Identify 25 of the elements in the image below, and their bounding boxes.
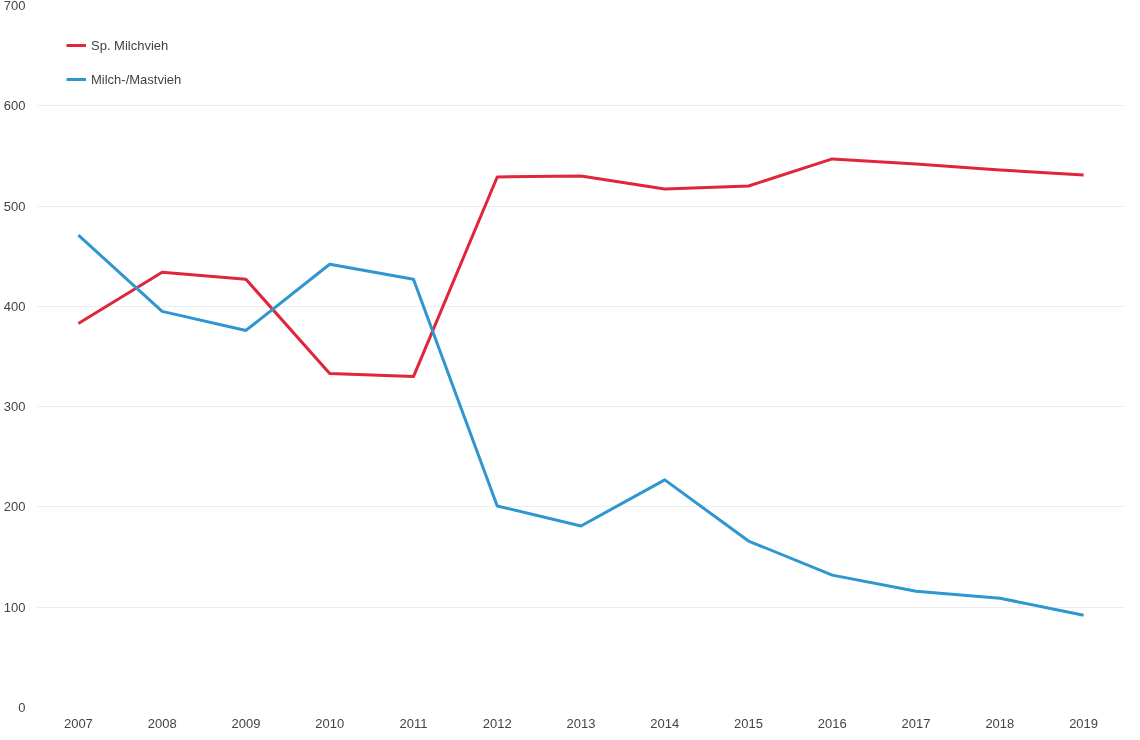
x-tick-label: 2016 xyxy=(817,715,847,731)
y-tick-label: 0 xyxy=(18,700,26,715)
legend-label: Sp. Milchvieh xyxy=(91,37,169,53)
x-tick-label: 2015 xyxy=(734,715,763,731)
x-tick-label: 2009 xyxy=(231,715,261,731)
x-tick-label: 2010 xyxy=(315,715,345,731)
x-tick-label: 2014 xyxy=(650,715,680,731)
y-tick-label: 600 xyxy=(3,98,26,114)
x-tick-label: 2017 xyxy=(901,715,931,731)
y-tick-label: 300 xyxy=(3,399,26,415)
y-tick-label: 100 xyxy=(3,599,26,615)
y-tick-label: 400 xyxy=(3,298,26,314)
x-tick-label: 2011 xyxy=(399,715,428,731)
y-tick-label: 700 xyxy=(3,0,26,13)
line-series xyxy=(76,157,1086,379)
x-tick-label: 2008 xyxy=(147,715,177,731)
x-tick-label: 2007 xyxy=(63,715,93,731)
y-tick-label: 500 xyxy=(3,198,26,214)
y-tick-label: 200 xyxy=(3,499,26,515)
x-tick-label: 2018 xyxy=(985,715,1015,731)
line-series xyxy=(76,233,1086,617)
x-tick-label: 2013 xyxy=(566,715,596,731)
x-tick-label: 2012 xyxy=(482,715,512,731)
legend-label: Milch-/Mastvieh xyxy=(91,71,182,87)
x-tick-label: 2019 xyxy=(1069,715,1099,731)
